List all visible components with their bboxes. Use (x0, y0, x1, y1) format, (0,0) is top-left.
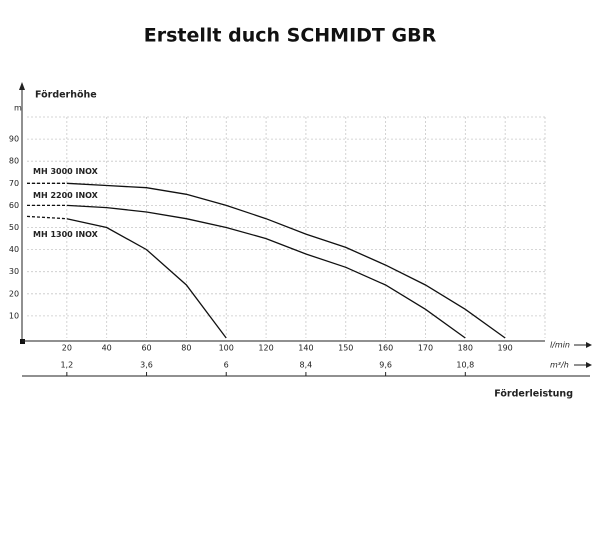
x-tick-label: 170 (418, 344, 433, 353)
y-tick-label: 40 (9, 245, 19, 254)
x-tick-label: 20 (62, 344, 72, 353)
x-tick-label: 150 (338, 344, 353, 353)
y-tick-label: 10 (9, 311, 19, 320)
series-label: MH 1300 INOX (33, 230, 99, 239)
y-axis-label: Förderhöhe (35, 90, 97, 101)
series-line-dashed (26, 215, 67, 220)
series-line (66, 182, 506, 339)
x2-arrow-head (586, 362, 592, 368)
x-unit: l/min (550, 341, 570, 350)
x-axis-label: Förderleistung (494, 389, 573, 400)
series-line (66, 218, 227, 339)
x-tick-label: 180 (458, 344, 473, 353)
series-label: MH 2200 INOX (33, 191, 99, 200)
x-tick-label: 120 (258, 344, 273, 353)
y-tick-label: 30 (9, 267, 19, 276)
series-label: MH 3000 INOX (33, 167, 99, 176)
y-tick-label: 50 (9, 223, 19, 232)
y-arrow (19, 82, 25, 90)
x2-tick-label: 3,6 (140, 361, 153, 370)
x-arrow-head (586, 342, 592, 348)
x2-tick-label: 8,4 (300, 361, 313, 370)
x-tick-label: 190 (498, 344, 513, 353)
x2-unit: m³/h (550, 361, 569, 370)
x-tick-label: 140 (298, 344, 313, 353)
x2-tick-label: 6 (224, 361, 229, 370)
y-tick-label: 90 (9, 135, 19, 144)
x2-tick-label: 9,6 (379, 361, 392, 370)
x-tick-label: 60 (141, 344, 151, 353)
chart-title: Erstellt duch SCHMIDT GBR (144, 25, 437, 47)
y-tick-label: 60 (9, 201, 19, 210)
x-tick-label: 80 (181, 344, 191, 353)
y-tick-label: 70 (9, 179, 19, 188)
x-tick-label: 100 (219, 344, 234, 353)
x-tick-label: 160 (378, 344, 393, 353)
x-tick-label: 40 (102, 344, 112, 353)
series-line (66, 204, 466, 339)
y-tick-label: 20 (9, 289, 19, 298)
y-tick-label: 80 (9, 157, 19, 166)
y-unit: m (14, 104, 22, 113)
x2-tick-label: 10,8 (456, 361, 474, 370)
x2-tick-label: 1,2 (60, 361, 73, 370)
